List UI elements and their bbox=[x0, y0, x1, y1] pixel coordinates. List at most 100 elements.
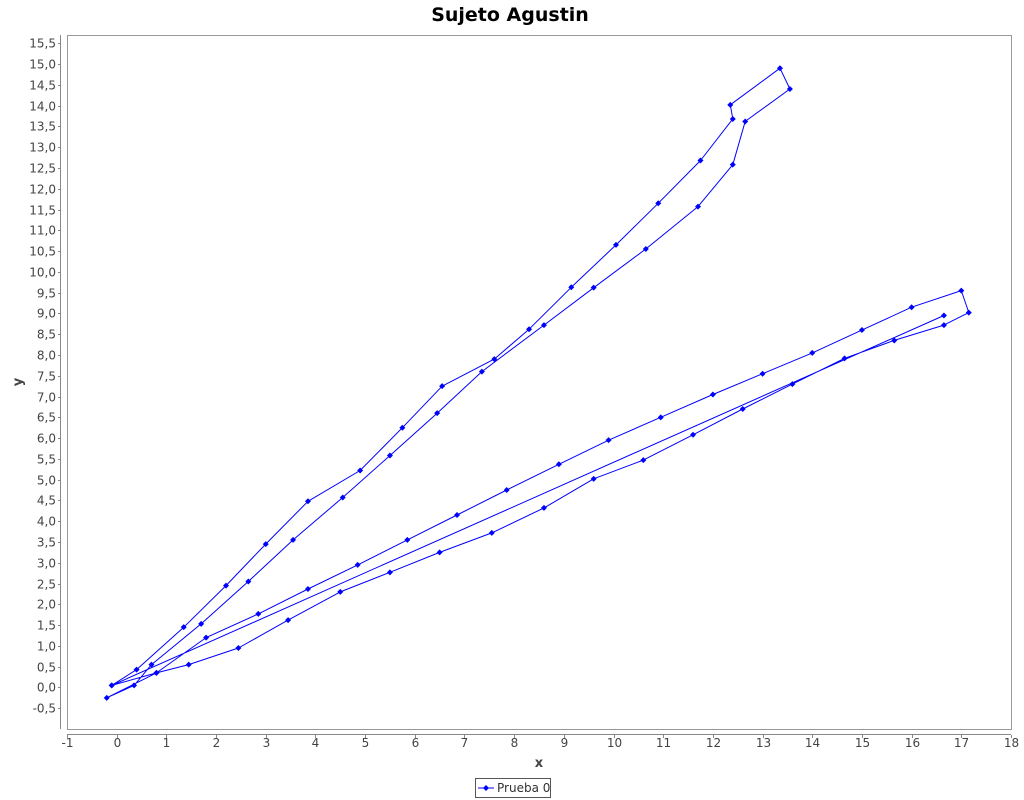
y-tick-label: 0,5 bbox=[37, 661, 56, 675]
data-point bbox=[386, 569, 393, 576]
data-point bbox=[568, 284, 575, 291]
y-tick-label: 6,0 bbox=[37, 432, 56, 446]
y-tick-label: 14,0 bbox=[29, 100, 56, 114]
data-point bbox=[439, 383, 446, 390]
data-point bbox=[789, 381, 796, 388]
x-axis-label: x bbox=[535, 756, 544, 771]
data-point bbox=[540, 504, 547, 511]
y-tick-label: 7,5 bbox=[37, 370, 56, 384]
data-point bbox=[478, 368, 485, 375]
data-point bbox=[153, 669, 160, 676]
y-tick-label: 5,5 bbox=[37, 453, 56, 467]
data-point bbox=[434, 410, 441, 417]
y-tick-label: 12,0 bbox=[29, 183, 56, 197]
y-tick-label: 11,0 bbox=[29, 224, 56, 238]
data-point bbox=[540, 322, 547, 329]
data-point bbox=[940, 322, 947, 329]
x-tick-label: 17 bbox=[954, 736, 969, 750]
series-layer bbox=[103, 65, 972, 701]
x-tick-label: 14 bbox=[805, 736, 820, 750]
y-tick-label: 8,5 bbox=[37, 328, 56, 342]
y-tick-label: 3,5 bbox=[37, 536, 56, 550]
y-axis: -0,5 0,0 0,5 1,0 1,5 2,0 2,5 3,0 3,5 4,0 4,5 5,0 5,5… bbox=[29, 35, 61, 729]
x-tick-label: 13 bbox=[756, 736, 771, 750]
data-point bbox=[729, 115, 736, 122]
x-axis: -1 0 1 2 3 4 5 6 7 8 9 10 11 12 13 14 15 16 17 18 bbox=[62, 734, 1019, 750]
y-tick-label: 1,0 bbox=[37, 640, 56, 654]
y-tick-label: 2,5 bbox=[37, 578, 56, 592]
x-tick-label: 3 bbox=[263, 736, 271, 750]
data-point bbox=[133, 666, 140, 673]
y-tick-label: 5,0 bbox=[37, 474, 56, 488]
data-point bbox=[131, 682, 138, 689]
data-point bbox=[337, 588, 344, 595]
data-point bbox=[908, 304, 915, 311]
y-tick-label: 3,0 bbox=[37, 557, 56, 571]
data-point bbox=[759, 370, 766, 377]
x-tick-label: 11 bbox=[656, 736, 671, 750]
data-point bbox=[697, 157, 704, 164]
legend-series-name: Prueba 0 bbox=[497, 781, 550, 795]
x-tick-label: 16 bbox=[905, 736, 920, 750]
x-tick-label: 10 bbox=[607, 736, 622, 750]
data-point bbox=[526, 326, 533, 333]
data-point bbox=[222, 582, 229, 589]
data-point bbox=[729, 161, 736, 168]
legend-marker bbox=[483, 785, 489, 791]
legend-box bbox=[475, 778, 551, 798]
data-point bbox=[436, 549, 443, 556]
x-tick-label: 1 bbox=[163, 736, 171, 750]
y-tick-label: 0,0 bbox=[37, 681, 56, 695]
data-point bbox=[503, 487, 510, 494]
data-point bbox=[590, 475, 597, 482]
data-point bbox=[198, 620, 205, 627]
data-point bbox=[958, 287, 965, 294]
data-point bbox=[185, 661, 192, 668]
y-axis-label: y bbox=[11, 377, 26, 386]
x-tick-label: 12 bbox=[706, 736, 721, 750]
data-point bbox=[180, 624, 187, 631]
data-point bbox=[108, 682, 115, 689]
chart-title: Sujeto Agustin bbox=[431, 4, 589, 26]
x-tick-label: 5 bbox=[362, 736, 370, 750]
x-tick-label: 2 bbox=[213, 736, 221, 750]
y-tick-label: 4,0 bbox=[37, 515, 56, 529]
data-point bbox=[454, 511, 461, 518]
x-tick-label: 4 bbox=[312, 736, 320, 750]
data-point bbox=[148, 661, 155, 668]
data-point bbox=[203, 634, 210, 641]
y-tick-label: 9,5 bbox=[37, 287, 56, 301]
data-point bbox=[739, 406, 746, 413]
y-tick-label: 15,0 bbox=[29, 58, 56, 72]
data-point bbox=[304, 498, 311, 505]
data-point bbox=[357, 467, 364, 474]
y-tick-label: 11,5 bbox=[29, 204, 56, 218]
x-tick-label: -1 bbox=[62, 736, 74, 750]
data-point bbox=[235, 644, 242, 651]
y-tick-label: 2,0 bbox=[37, 598, 56, 612]
y-tick-label: 12,5 bbox=[29, 162, 56, 176]
data-point bbox=[727, 101, 734, 108]
x-tick-label: 18 bbox=[1004, 736, 1019, 750]
data-point bbox=[690, 431, 697, 438]
data-point bbox=[590, 284, 597, 291]
data-point bbox=[605, 437, 612, 444]
y-tick-label: 8,0 bbox=[37, 349, 56, 363]
x-tick-label: 0 bbox=[114, 736, 122, 750]
y-tick-label: 6,5 bbox=[37, 411, 56, 425]
data-point bbox=[640, 457, 647, 464]
data-point bbox=[694, 203, 701, 210]
data-point bbox=[965, 309, 972, 316]
data-point bbox=[742, 118, 749, 125]
data-point bbox=[809, 349, 816, 356]
plot-area bbox=[67, 35, 1012, 730]
y-tick-label: 15,5 bbox=[29, 37, 56, 51]
data-point bbox=[262, 541, 269, 548]
data-point bbox=[776, 65, 783, 72]
data-point bbox=[285, 617, 292, 624]
data-point bbox=[255, 610, 262, 617]
y-tick-label: 14,5 bbox=[29, 79, 56, 93]
x-tick-label: 15 bbox=[855, 736, 870, 750]
y-tick-label: 13,5 bbox=[29, 120, 56, 134]
